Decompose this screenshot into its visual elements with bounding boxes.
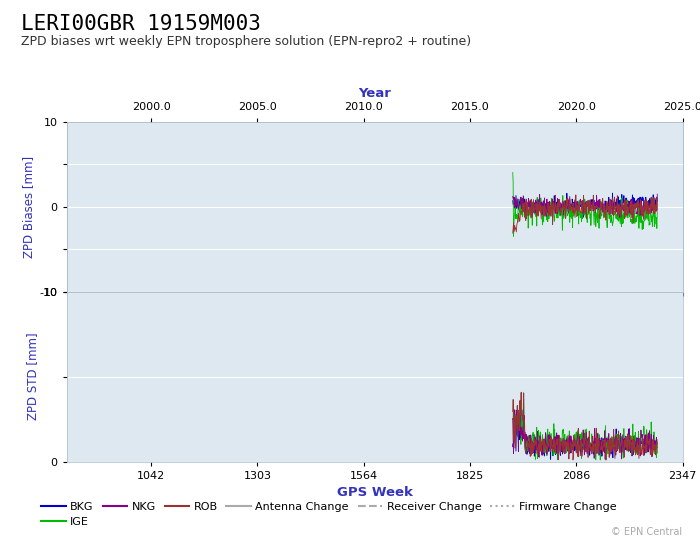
X-axis label: GPS Week: GPS Week — [337, 487, 412, 500]
Text: LERI00GBR 19159M003: LERI00GBR 19159M003 — [21, 14, 261, 33]
Y-axis label: ZPD STD [mm]: ZPD STD [mm] — [27, 333, 39, 421]
Text: © EPN Central: © EPN Central — [611, 527, 682, 537]
Legend: BKG, IGE, NKG, ROB, Antenna Change, Receiver Change, Firmware Change: BKG, IGE, NKG, ROB, Antenna Change, Rece… — [37, 497, 621, 532]
X-axis label: Year: Year — [358, 87, 391, 100]
Y-axis label: ZPD Biases [mm]: ZPD Biases [mm] — [22, 156, 35, 258]
Text: ZPD biases wrt weekly EPN troposphere solution (EPN-repro2 + routine): ZPD biases wrt weekly EPN troposphere so… — [21, 35, 471, 48]
